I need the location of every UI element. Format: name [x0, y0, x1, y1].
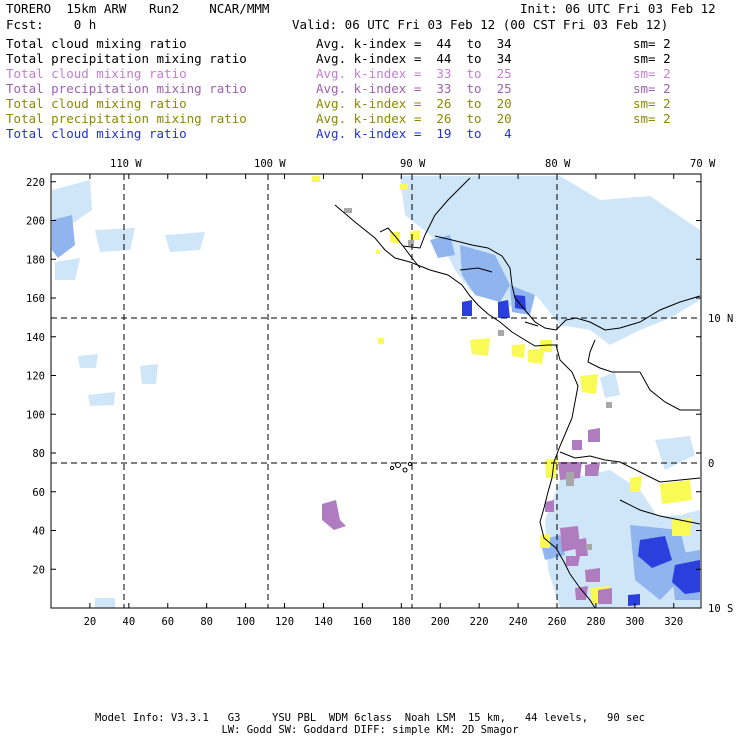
legend-sm: sm= 2: [633, 36, 671, 51]
legend-kindex: Avg. k-index = 44 to 34: [316, 51, 512, 66]
legend-row: Total precipitation mixing ratio Avg. k-…: [6, 51, 671, 66]
precip-field-gray: [344, 208, 612, 550]
x-tick-label: 240: [509, 616, 528, 628]
coastlines: [334, 177, 701, 608]
y-tick-label: 100: [26, 409, 45, 421]
legend-row: Total cloud mixing ratio Avg. k-index = …: [6, 36, 671, 51]
legend-sm: sm= 2: [633, 51, 671, 66]
x-tick-label: 20: [84, 616, 97, 628]
legend-sm: sm= 2: [633, 66, 671, 81]
cloud-field-light: [52, 176, 700, 608]
legend-field: Total precipitation mixing ratio: [6, 81, 247, 96]
forecast-hour: Fcst: 0 h: [6, 17, 97, 32]
map-frame: [50, 173, 702, 609]
lon-label: 70 W: [690, 158, 716, 170]
x-tick-label: 140: [314, 616, 333, 628]
legend-kindex: Avg. k-index = 26 to 20: [316, 111, 512, 126]
x-tick-label: 40: [123, 616, 136, 628]
legend-field: Total cloud mixing ratio: [6, 126, 187, 141]
legend-row: Total cloud mixing ratio Avg. k-index = …: [6, 96, 671, 111]
x-tick-label: 160: [353, 616, 372, 628]
legend-field: Total precipitation mixing ratio: [6, 111, 247, 126]
x-tick-label: 80: [200, 616, 213, 628]
y-tick-label: 180: [26, 254, 45, 266]
y-tick-label: 40: [32, 526, 45, 538]
lon-label: 80 W: [545, 158, 571, 170]
x-tick-label: 60: [161, 616, 174, 628]
legend-row: Total cloud mixing ratio Avg. k-index = …: [6, 66, 671, 81]
coastline-south-america-north: [555, 295, 701, 331]
y-tick-label: 140: [26, 332, 45, 344]
latlon-grid: [51, 174, 701, 608]
legend-field: Total cloud mixing ratio: [6, 36, 187, 51]
y-tick-label: 80: [32, 448, 45, 460]
galapagos-island: [395, 462, 401, 468]
legend-field: Total cloud mixing ratio: [6, 96, 187, 111]
lat-label: 10 S: [708, 603, 733, 615]
legend-kindex: Avg. k-index = 44 to 34: [316, 36, 512, 51]
x-tick-label: 100: [236, 616, 255, 628]
lat-label: 10 N: [708, 313, 733, 325]
init-time: Init: 06 UTC Fri 03 Feb 12: [520, 1, 716, 16]
x-tick-label: 300: [625, 616, 644, 628]
y-tick-label: 220: [26, 177, 45, 189]
x-tick-label: 120: [275, 616, 294, 628]
border-colombia-ecuador-peru: [559, 451, 701, 483]
precip-field-purple: [322, 428, 612, 604]
x-tick-label: 180: [392, 616, 411, 628]
x-axis-labels: 20 40 60 80 100 120 140 160 180 200 220 240 260 280 30…: [84, 616, 684, 628]
lon-label: 100 W: [254, 158, 286, 170]
legend-row: Total cloud mixing ratio Avg. k-index = …: [6, 126, 512, 141]
legend-sm: sm= 2: [633, 81, 671, 96]
border-colombia-venezuela: [587, 339, 640, 373]
border-peru-brazil: [619, 499, 701, 525]
legend-field: Total precipitation mixing ratio: [6, 51, 247, 66]
valid-time: Valid: 06 UTC Fri 03 Feb 12 (00 CST Fri …: [292, 17, 669, 32]
legend-kindex: Avg. k-index = 33 to 25: [316, 66, 512, 81]
coastline-mexico-central-america: [334, 204, 556, 347]
x-tick-label: 200: [431, 616, 450, 628]
coastline-yucatan: [379, 177, 471, 249]
x-tick-label: 220: [470, 616, 489, 628]
legend-kindex: Avg. k-index = 26 to 20: [316, 96, 512, 111]
cloud-field-dark: [462, 295, 700, 606]
y-tick-label: 60: [32, 487, 45, 499]
y-tick-label: 20: [32, 564, 45, 576]
galapagos-island: [402, 467, 408, 473]
lon-label: 110 W: [110, 158, 142, 170]
legend-field: Total cloud mixing ratio: [6, 66, 187, 81]
x-tick-label: 320: [664, 616, 683, 628]
model-info: Model Info: V3.3.1 G3 YSU PBL WDM 6class…: [95, 712, 645, 724]
longitude-labels: 110 W 100 W 90 W 80 W 70 W: [110, 158, 716, 170]
model-title: TORERO 15km ARW Run2 NCAR/MMM: [6, 1, 270, 16]
border-panama: [524, 321, 539, 327]
legend-row: Total precipitation mixing ratio Avg. k-…: [6, 111, 671, 126]
lon-label: 90 W: [400, 158, 426, 170]
legend-kindex: Avg. k-index = 19 to 4: [316, 126, 512, 141]
legend-kindex: Avg. k-index = 33 to 25: [316, 81, 512, 96]
map-fields: [51, 174, 701, 608]
border-honduras: [459, 267, 493, 273]
border-venezuela-brazil: [639, 371, 700, 411]
y-tick-label: 200: [26, 216, 45, 228]
x-tick-label: 260: [548, 616, 567, 628]
y-tick-label: 120: [26, 371, 45, 383]
latitude-labels: 10 N 0 10 S: [708, 313, 733, 615]
y-axis-labels: 20 40 60 80 100 120 140 160 180 200 220: [26, 177, 45, 577]
axis-ticks: [51, 174, 701, 608]
physics-info: LW: Godd SW: Goddard DIFF: simple KM: 2D…: [221, 724, 519, 736]
legend-sm: sm= 2: [633, 111, 671, 126]
x-tick-label: 280: [586, 616, 605, 628]
galapagos-island: [389, 465, 395, 471]
y-tick-label: 160: [26, 293, 45, 305]
coastline-caribbean-central-america: [434, 235, 557, 331]
coastline-south-america-west: [539, 344, 596, 608]
lat-label: 0: [708, 458, 714, 470]
legend-sm: sm= 2: [633, 96, 671, 111]
legend-row: Total precipitation mixing ratio Avg. k-…: [6, 81, 671, 96]
